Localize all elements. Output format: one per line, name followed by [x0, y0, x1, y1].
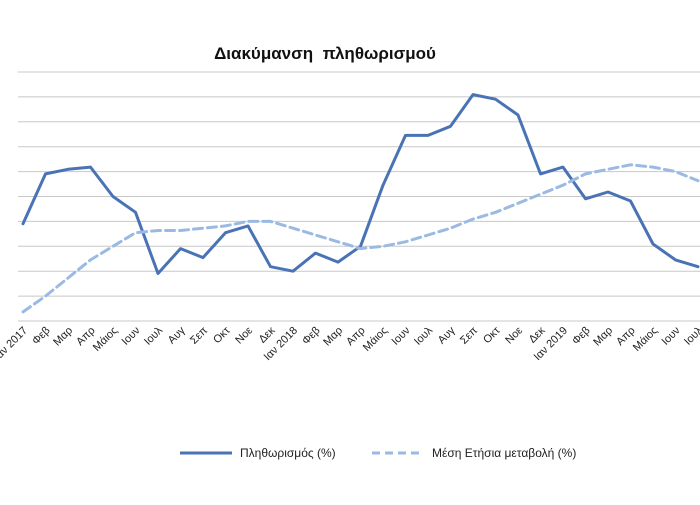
x-tick-label: Φεβ	[300, 325, 323, 348]
x-tick-label: Αυγ	[436, 324, 458, 346]
x-tick-label: Ιουλ	[412, 324, 435, 347]
x-tick-label: Σεπ	[458, 324, 480, 346]
x-tick-label: Μάιος	[631, 325, 660, 354]
x-tick-label: Ιουν	[659, 324, 682, 347]
x-tick-label: Μαρ	[321, 325, 345, 349]
x-tick-label: Μάιος	[361, 325, 390, 354]
x-tick-label: Σεπ	[188, 324, 210, 346]
legend-label: Πληθωρισμός (%)	[240, 446, 336, 460]
series-line-2	[23, 165, 698, 312]
x-tick-label: Φεβ	[570, 325, 593, 348]
x-tick-label: Ιαν 2017	[0, 325, 30, 364]
x-tick-label: Μαρ	[51, 325, 75, 349]
series-lines	[23, 95, 698, 313]
legend: Πληθωρισμός (%) Μέση Ετήσια μεταβολή (%)	[180, 446, 576, 460]
x-tick-label: Φεβ	[30, 325, 53, 348]
x-tick-label: Ιουλ	[682, 324, 700, 347]
x-tick-label: Οκτ	[481, 324, 503, 346]
x-tick-label: Ιουλ	[142, 324, 165, 347]
chart-title: Διακύμανση πληθωρισμού	[214, 44, 436, 63]
x-tick-label: Νοε	[233, 325, 255, 347]
x-tick-label: Αυγ	[166, 324, 188, 346]
legend-label: Μέση Ετήσια μεταβολή (%)	[432, 446, 576, 460]
x-tick-label: Ιουν	[389, 324, 412, 347]
x-tick-label: Ιουν	[119, 324, 142, 347]
x-tick-label: Μαρ	[591, 325, 615, 349]
x-tick-label: Μάιος	[91, 325, 120, 354]
x-tick-label: Νοε	[503, 325, 525, 347]
x-tick-label: Οκτ	[211, 324, 233, 346]
